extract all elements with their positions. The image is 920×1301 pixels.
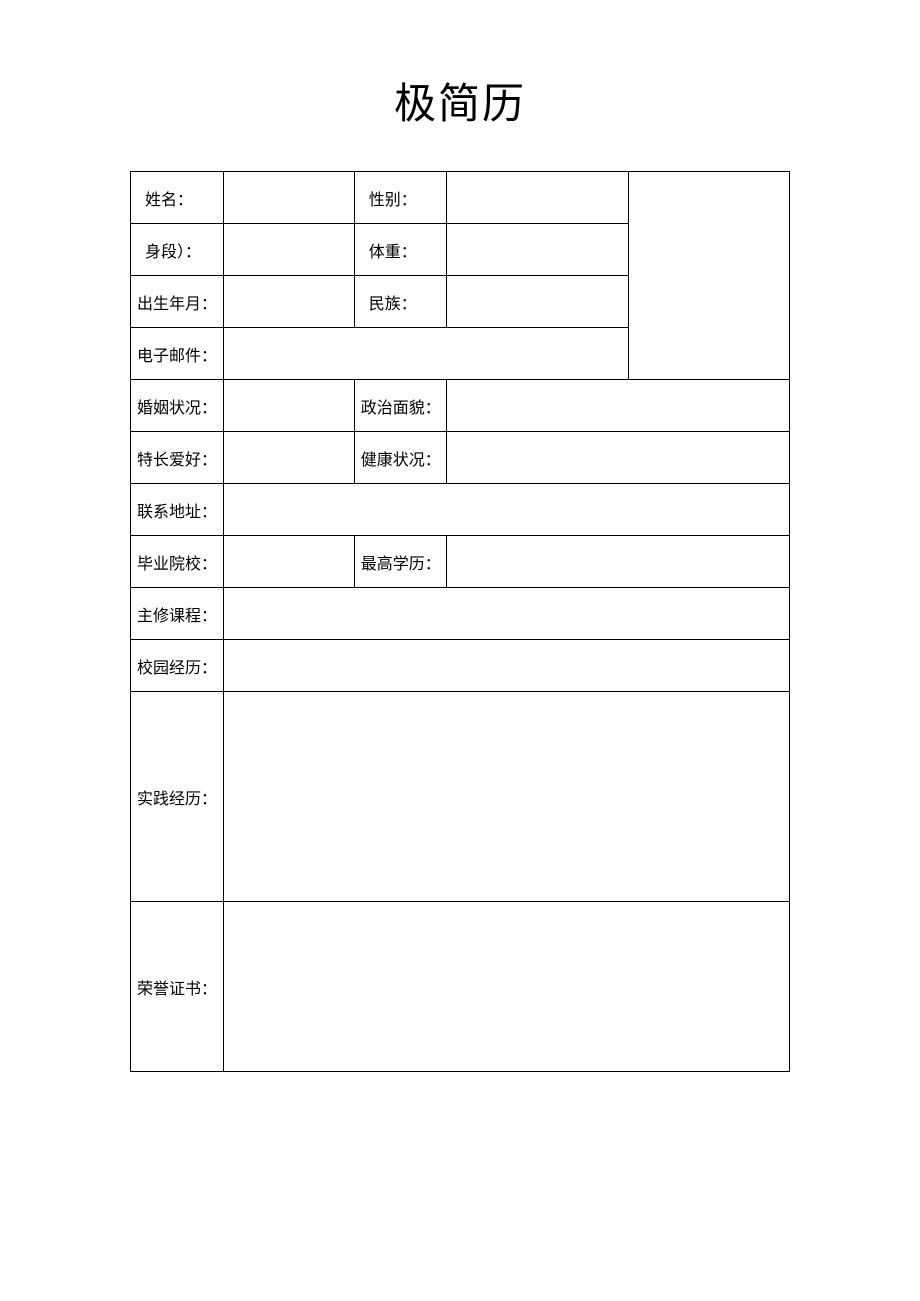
label-name: 姓名：	[131, 172, 224, 224]
table-row: 荣誉证书：	[131, 902, 790, 1072]
table-row: 毕业院校： 最高学历：	[131, 536, 790, 588]
label-birth: 出生年月：	[131, 276, 224, 328]
label-health: 健康状况：	[354, 432, 447, 484]
label-campus: 校园经历：	[131, 640, 224, 692]
label-email: 电子邮件：	[131, 328, 224, 380]
label-courses: 主修课程：	[131, 588, 224, 640]
value-weight	[447, 224, 628, 276]
value-name	[223, 172, 354, 224]
value-address	[223, 484, 789, 536]
value-hobby	[223, 432, 354, 484]
label-education: 最高学历：	[354, 536, 447, 588]
label-weight: 体重：	[354, 224, 447, 276]
photo-cell	[628, 172, 789, 380]
value-political	[447, 380, 790, 432]
table-row: 校园经历：	[131, 640, 790, 692]
value-education	[447, 536, 790, 588]
table-row: 特长爱好： 健康状况：	[131, 432, 790, 484]
value-courses	[223, 588, 789, 640]
label-school: 毕业院校：	[131, 536, 224, 588]
value-marital	[223, 380, 354, 432]
value-campus	[223, 640, 789, 692]
value-ethnicity	[447, 276, 628, 328]
label-height: 身段）：	[131, 224, 224, 276]
value-height	[223, 224, 354, 276]
table-row: 实践经历：	[131, 692, 790, 902]
label-honors: 荣誉证书：	[131, 902, 224, 1072]
value-birth	[223, 276, 354, 328]
table-row: 姓名： 性别：	[131, 172, 790, 224]
label-practice: 实践经历：	[131, 692, 224, 902]
value-health	[447, 432, 790, 484]
value-gender	[447, 172, 628, 224]
resume-table: 姓名： 性别： 身段）： 体重： 出生年月： 民族： 电子邮件： 婚姻状况： 政…	[130, 171, 790, 1072]
value-email	[223, 328, 628, 380]
table-row: 主修课程：	[131, 588, 790, 640]
label-political: 政治面貌：	[354, 380, 447, 432]
table-row: 婚姻状况： 政治面貌：	[131, 380, 790, 432]
value-practice	[223, 692, 789, 902]
label-gender: 性别：	[354, 172, 447, 224]
value-school	[223, 536, 354, 588]
label-ethnicity: 民族：	[354, 276, 447, 328]
label-marital: 婚姻状况：	[131, 380, 224, 432]
label-address: 联系地址：	[131, 484, 224, 536]
label-hobby: 特长爱好：	[131, 432, 224, 484]
value-honors	[223, 902, 789, 1072]
table-row: 联系地址：	[131, 484, 790, 536]
page-title: 极简历	[130, 70, 790, 131]
